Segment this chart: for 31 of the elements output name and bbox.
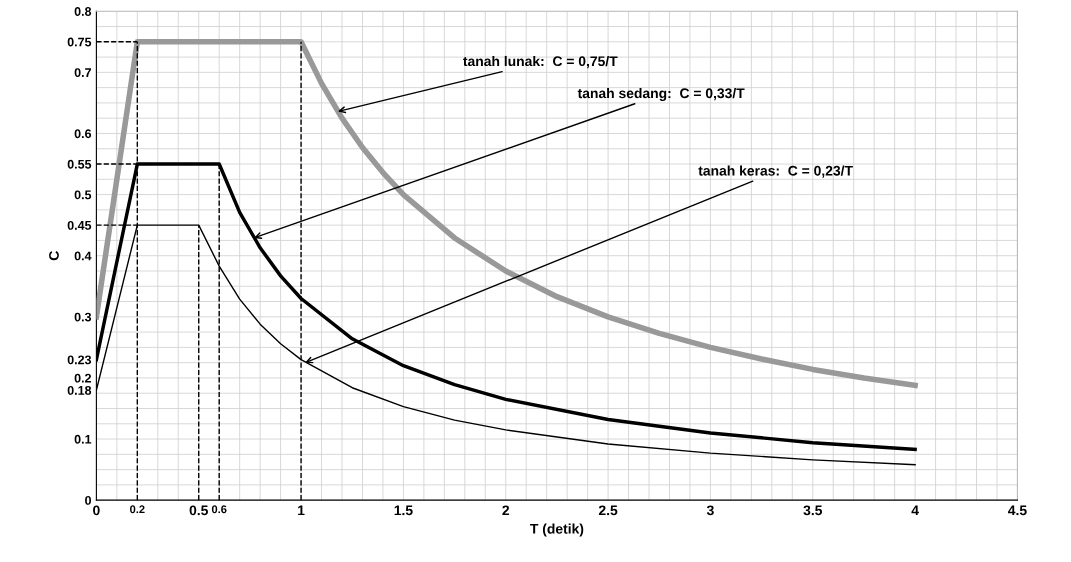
y-tick-label: 0.45 (67, 220, 92, 230)
annotation: tanah keras: C = 0,23/T (698, 165, 853, 178)
x-axis-title: T (detik) (530, 523, 584, 537)
y-tick-label: 0 (85, 495, 92, 505)
x-tick-label: 1.5 (394, 505, 413, 516)
y-tick-label: 0.4 (74, 251, 92, 261)
y-tick-label: 0.23 (67, 355, 92, 365)
annotation: tanah lunak: C = 0,75/T (463, 55, 618, 69)
y-axis-title: C (49, 251, 59, 261)
x-tick-label: 3 (706, 505, 714, 516)
x-tick-label: 2 (502, 505, 510, 516)
annotation: tanah sedang: C = 0,33/T (577, 87, 745, 101)
x-tick-label: 0.2 (130, 505, 145, 514)
x-tick-label: 4.5 (1008, 505, 1027, 516)
x-tick-label: 4 (911, 505, 919, 516)
y-tick-label: 0.8 (74, 7, 92, 16)
x-tick-label: 0.5 (189, 505, 208, 516)
y-tick-label: 0.55 (67, 159, 92, 169)
x-tick-label: 3.5 (803, 505, 823, 516)
x-tick-label: 2.5 (598, 505, 618, 516)
y-tick-label: 0.5 (74, 190, 92, 200)
y-tick-label: 0.6 (74, 129, 92, 139)
x-tick-label: 0.6 (211, 505, 227, 514)
y-tick-label: 0.2 (74, 373, 92, 383)
y-tick-label: 0.1 (74, 434, 92, 444)
x-tick-label: 0 (93, 505, 100, 516)
y-tick-label: 0.75 (67, 37, 92, 47)
y-tick-label: 0.7 (74, 68, 91, 78)
x-tick-label: 1 (298, 505, 305, 516)
y-tick-label: 0.18 (67, 385, 92, 395)
y-tick-label: 0.3 (74, 312, 92, 322)
